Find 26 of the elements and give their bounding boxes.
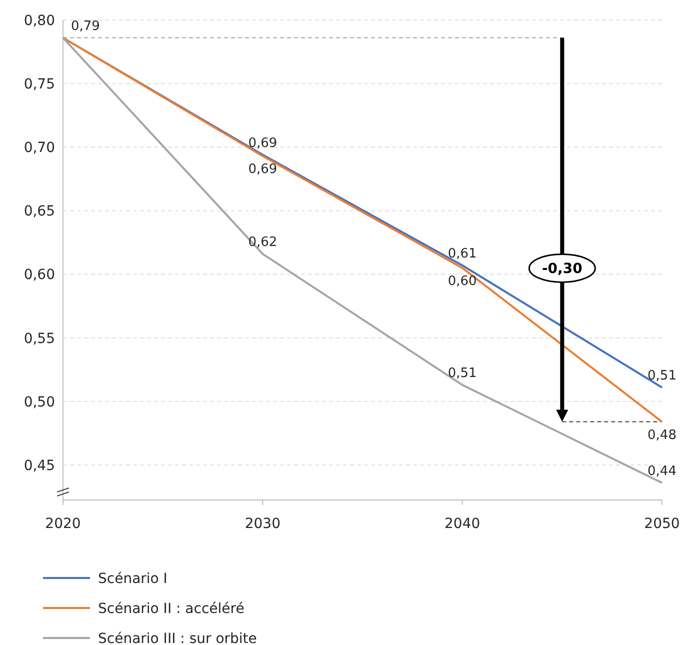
data-label: 0,69 [248,162,278,178]
y-tick-label: 0,75 [24,76,55,92]
x-tick-label: 2030 [244,516,280,532]
data-label: 0,51 [648,368,676,384]
legend-label: Scénario II : accéléré [98,600,244,617]
y-tick-label: 0,45 [24,458,55,474]
data-label: 0,61 [448,246,477,262]
y-tick-label: 0,60 [24,267,55,284]
x-tick-label: 2040 [444,516,480,532]
data-label: 0,62 [248,234,278,250]
data-label: 0,69 [248,136,278,151]
x-tick-label: 2020 [45,516,81,532]
y-tick-label: 0,55 [24,330,55,347]
x-tick-label: 2050 [644,516,680,532]
legend-label: Scénario III : sur orbite [98,630,257,645]
data-label: 0,48 [648,428,676,443]
y-tick-label: 0,50 [24,394,55,410]
legend-label: Scénario I [98,570,168,587]
data-label: 0,60 [448,274,477,289]
y-tick-label: 0,70 [24,140,55,156]
annotation: -0,30 [542,261,583,278]
data-label: 0,79 [71,18,100,34]
y-tick-label: 0,80 [24,12,55,29]
y-tick-label: 0,65 [24,204,55,220]
data-label: 0,44 [648,464,676,479]
data-label: 0,51 [448,366,477,381]
